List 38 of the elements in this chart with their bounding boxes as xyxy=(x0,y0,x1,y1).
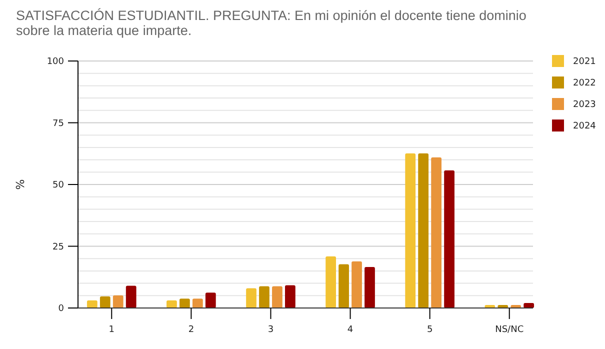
bar xyxy=(285,285,296,308)
bar xyxy=(364,267,375,308)
x-tick-label: 3 xyxy=(268,325,274,335)
bar xyxy=(418,153,429,308)
bar xyxy=(126,286,136,308)
y-tick-label: 75 xyxy=(52,118,64,129)
legend-label: 2023 xyxy=(573,100,596,110)
bar xyxy=(166,300,177,308)
y-tick-label: 50 xyxy=(52,180,64,191)
legend-label: 2021 xyxy=(573,57,596,68)
bar xyxy=(524,303,534,308)
y-axis-title: % xyxy=(14,179,27,190)
bar xyxy=(352,261,362,308)
y-tick-label: 0 xyxy=(58,304,64,314)
y-tick-label: 25 xyxy=(52,242,64,252)
legend-label: 2022 xyxy=(573,78,596,89)
x-tick-label: NS/NC xyxy=(495,325,524,335)
x-tick-label: 4 xyxy=(347,325,354,335)
bar xyxy=(192,298,203,308)
bar xyxy=(246,288,256,308)
bar xyxy=(338,264,349,308)
bar xyxy=(326,256,336,308)
y-tick-label: 100 xyxy=(46,57,64,68)
bar xyxy=(405,153,416,308)
bar xyxy=(431,157,442,308)
bar xyxy=(205,292,216,308)
x-tick-label: 2 xyxy=(188,325,194,335)
x-tick-label: 1 xyxy=(108,325,115,335)
x-tick-label: 5 xyxy=(426,325,433,335)
bar xyxy=(180,298,190,308)
bar xyxy=(112,295,124,308)
bar xyxy=(444,170,454,308)
chart-title: SATISFACCIÓN ESTUDIANTIL. PREGUNTA: En mi opinión el docente tiene dominio sobre la materia que imparte. xyxy=(16,8,526,38)
bar xyxy=(100,296,110,308)
legend-label: 2024 xyxy=(573,122,596,132)
bar xyxy=(86,300,98,308)
bar xyxy=(272,286,282,308)
bar xyxy=(259,286,270,308)
